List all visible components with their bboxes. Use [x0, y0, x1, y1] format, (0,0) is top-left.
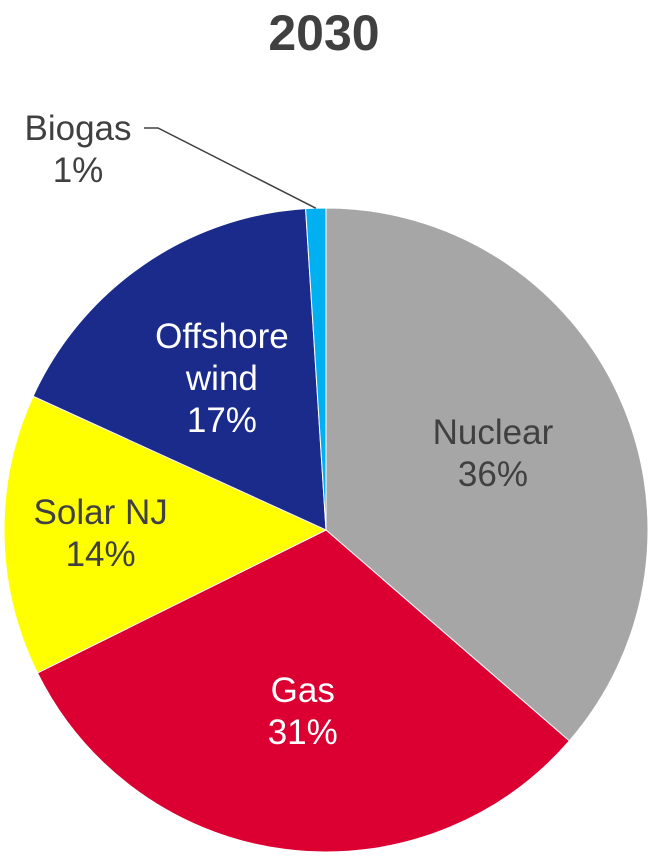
slice-value-label: 1% — [52, 151, 104, 190]
leader-line — [144, 127, 317, 209]
slice-label: Solar NJ — [33, 492, 168, 532]
slice-value-label: 31% — [267, 713, 338, 753]
pie-slice — [325, 207, 648, 742]
pie-slice — [36, 529, 571, 853]
slice-label: Offshore wind — [155, 316, 289, 398]
slice-value-label: 17% — [186, 400, 257, 440]
slice-label: Gas — [270, 671, 335, 711]
slice-value-label: 14% — [65, 534, 136, 574]
slice-label: Nuclear — [432, 412, 554, 452]
slice-label: Biogas — [24, 109, 132, 148]
pie-slice — [3, 395, 328, 674]
slice-value-label: 36% — [457, 454, 528, 494]
chart-title: 2030 — [268, 5, 380, 61]
pie-slice — [32, 208, 327, 531]
